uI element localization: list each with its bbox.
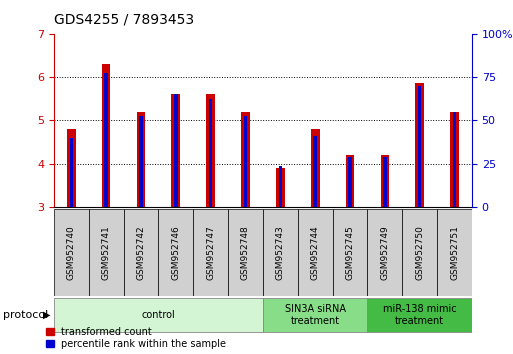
Bar — [418, 86, 422, 207]
FancyBboxPatch shape — [402, 209, 437, 296]
FancyBboxPatch shape — [367, 209, 402, 296]
Text: GSM952740: GSM952740 — [67, 225, 76, 280]
Bar — [279, 166, 282, 207]
Bar — [313, 136, 317, 207]
FancyBboxPatch shape — [263, 298, 367, 332]
Text: GSM952743: GSM952743 — [276, 225, 285, 280]
FancyBboxPatch shape — [263, 209, 298, 296]
Bar — [383, 157, 387, 207]
Bar — [174, 95, 177, 207]
Text: GSM952742: GSM952742 — [136, 225, 146, 280]
Text: SIN3A siRNA
treatment: SIN3A siRNA treatment — [285, 304, 346, 326]
Bar — [67, 129, 75, 207]
FancyBboxPatch shape — [367, 298, 472, 332]
Text: miR-138 mimic
treatment: miR-138 mimic treatment — [383, 304, 457, 326]
Bar — [102, 64, 110, 207]
Bar — [139, 116, 143, 207]
Bar — [276, 168, 285, 207]
FancyBboxPatch shape — [124, 209, 159, 296]
FancyBboxPatch shape — [298, 209, 332, 296]
Bar — [70, 138, 73, 207]
Bar — [244, 116, 247, 207]
FancyBboxPatch shape — [159, 209, 193, 296]
Bar — [453, 112, 456, 207]
Bar — [241, 112, 250, 207]
Bar — [206, 95, 215, 207]
Legend: transformed count, percentile rank within the sample: transformed count, percentile rank withi… — [46, 327, 226, 349]
FancyBboxPatch shape — [193, 209, 228, 296]
Text: ▶: ▶ — [44, 310, 51, 320]
Text: GSM952751: GSM952751 — [450, 225, 459, 280]
FancyBboxPatch shape — [228, 209, 263, 296]
Text: GSM952750: GSM952750 — [415, 225, 424, 280]
Bar — [136, 112, 145, 207]
Text: protocol: protocol — [3, 310, 48, 320]
Text: GSM952746: GSM952746 — [171, 225, 180, 280]
Text: GSM952747: GSM952747 — [206, 225, 215, 280]
FancyBboxPatch shape — [89, 209, 124, 296]
Text: GSM952749: GSM952749 — [380, 225, 389, 280]
Bar — [171, 95, 180, 207]
Text: GDS4255 / 7893453: GDS4255 / 7893453 — [54, 12, 194, 27]
Text: control: control — [142, 310, 175, 320]
FancyBboxPatch shape — [437, 209, 472, 296]
Bar — [381, 155, 389, 207]
Text: GSM952745: GSM952745 — [346, 225, 354, 280]
Bar — [311, 129, 320, 207]
Bar — [450, 112, 459, 207]
Bar — [348, 157, 352, 207]
Bar — [416, 84, 424, 207]
FancyBboxPatch shape — [332, 209, 367, 296]
Text: GSM952748: GSM952748 — [241, 225, 250, 280]
FancyBboxPatch shape — [54, 298, 263, 332]
Text: GSM952741: GSM952741 — [102, 225, 111, 280]
Bar — [209, 99, 212, 207]
FancyBboxPatch shape — [54, 209, 89, 296]
Bar — [346, 155, 354, 207]
Bar — [104, 73, 108, 207]
Text: GSM952744: GSM952744 — [311, 225, 320, 280]
